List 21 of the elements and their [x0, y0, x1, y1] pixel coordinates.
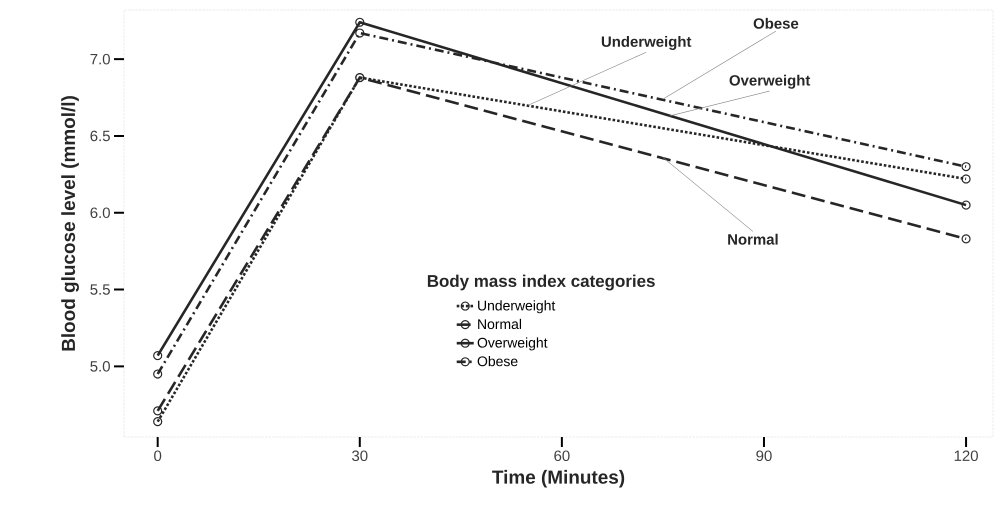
x-tick-label: 60 [554, 450, 570, 462]
legend-title: Body mass index categories [428, 274, 655, 290]
annotation: Normal [728, 234, 778, 245]
y-tick-label: 5.5 [90, 284, 110, 295]
y-tick-label: 7.0 [90, 54, 110, 64]
annotation: Overweight [730, 74, 810, 89]
legend-label: Obese [478, 356, 518, 366]
annotation: Underweight [602, 36, 692, 50]
y-tick-label: 6.5 [90, 130, 110, 142]
legend-label: Underweight [478, 300, 556, 314]
y-axis-title: Blood glucose level (mmol/l) [61, 96, 79, 351]
x-tick-label: 30 [352, 450, 368, 462]
annotation: Obese [754, 18, 798, 29]
x-tick-label: 90 [756, 450, 772, 462]
legend-label: Normal [478, 318, 522, 330]
x-axis-title: Time (Minutes) [492, 470, 624, 488]
y-tick-label: 5.0 [90, 361, 110, 372]
x-tick-label: 120 [954, 450, 978, 462]
y-tick-label: 6.0 [90, 207, 110, 218]
x-tick-label: 0 [154, 450, 162, 462]
legend-label: Overweight [478, 337, 548, 350]
